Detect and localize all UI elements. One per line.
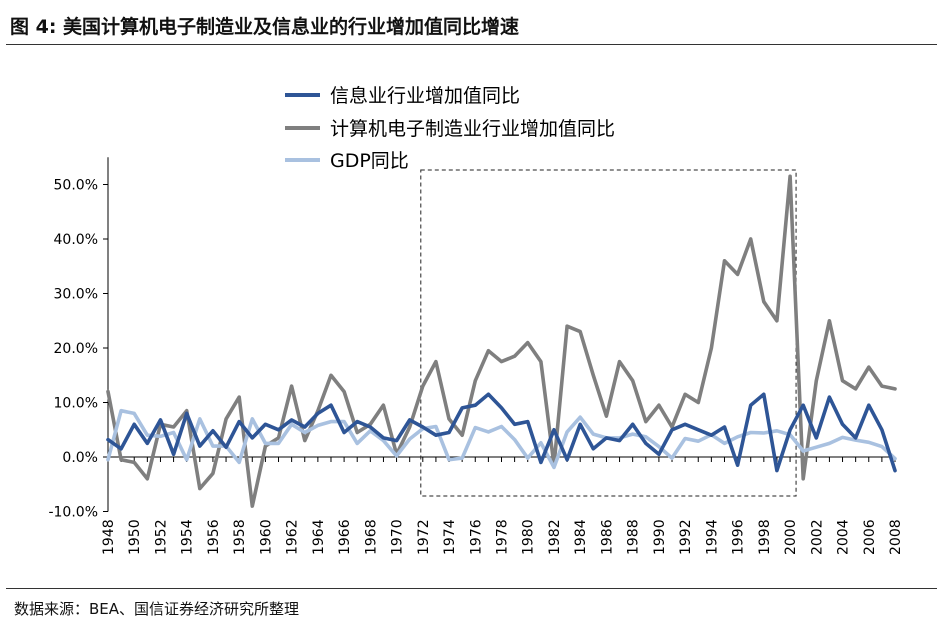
y-tick-label: 0.0% <box>62 450 98 466</box>
y-tick-label: 20.0% <box>54 341 98 357</box>
y-tick-label: 40.0% <box>54 232 98 248</box>
x-tick-label: 2004 <box>836 519 852 555</box>
title-divider <box>6 44 937 45</box>
x-tick-label: 1960 <box>258 519 274 555</box>
footer-divider <box>6 588 937 589</box>
x-tick-label: 1976 <box>468 519 484 555</box>
x-tick-label: 1996 <box>731 519 747 555</box>
x-tick-label: 1958 <box>232 519 248 555</box>
series-line-1 <box>106 392 897 473</box>
x-tick-label: 2006 <box>862 519 878 555</box>
y-tick-label: 30.0% <box>54 287 98 303</box>
x-tick-label: 1964 <box>311 519 327 555</box>
highlight-box <box>420 169 797 497</box>
x-tick-label: 1956 <box>206 519 222 555</box>
x-tick-label: 1986 <box>599 519 615 555</box>
legend-label: 计算机电子制造业行业增加值同比 <box>330 118 615 140</box>
series-line-3 <box>106 408 897 470</box>
x-tick-label: 1988 <box>626 519 642 555</box>
dashed-highlight-rect <box>420 169 797 497</box>
x-tick-label: 1982 <box>547 519 563 555</box>
x-tick-label: 1978 <box>495 519 511 555</box>
x-tick-label: 1984 <box>573 519 589 555</box>
x-tick-label: 1990 <box>652 519 668 555</box>
x-tick-label: 1954 <box>180 519 196 555</box>
x-tick-label: 2008 <box>888 519 904 555</box>
x-tick-label: 1998 <box>757 519 773 555</box>
x-tick-label: 1948 <box>101 519 117 555</box>
x-tick-label: 1972 <box>416 519 432 555</box>
series-lines <box>106 174 897 508</box>
y-tick-label: 50.0% <box>54 178 98 194</box>
x-tick-label: 2000 <box>783 519 799 555</box>
x-tick-label: 1994 <box>704 519 720 555</box>
x-tick-label: 1968 <box>363 519 379 555</box>
x-tick-label: 2002 <box>809 519 825 555</box>
y-tick-label: 10.0% <box>54 396 98 412</box>
x-tick-label: 1962 <box>285 519 301 555</box>
x-tick-label: 1980 <box>521 519 537 555</box>
series-line-2 <box>106 174 897 508</box>
y-axis: 50.0% 40.0% 30.0% 20.0% 10.0% 0.0% -10.0% <box>48 157 109 521</box>
legend-label: 信息业行业增加值同比 <box>330 85 520 107</box>
legend-label: GDP同比 <box>330 150 409 172</box>
x-tick-label: 1952 <box>153 519 169 555</box>
x-tick-label: 1992 <box>678 519 694 555</box>
x-tick-label: 1970 <box>390 519 406 555</box>
figure-title: 图 4: 美国计算机电子制造业及信息业的行业增加值同比增速 <box>10 16 520 38</box>
source-note: 数据来源：BEA、国信证券经济研究所整理 <box>14 600 300 618</box>
x-tick-label: 1950 <box>127 519 143 555</box>
y-tick-label: -10.0% <box>48 505 98 521</box>
x-axis: 1948 1950 1952 1954 1956 1958 1960 1962 1964 1966… <box>101 456 904 555</box>
x-tick-label: 1974 <box>442 519 458 555</box>
x-tick-label: 1966 <box>337 519 353 555</box>
